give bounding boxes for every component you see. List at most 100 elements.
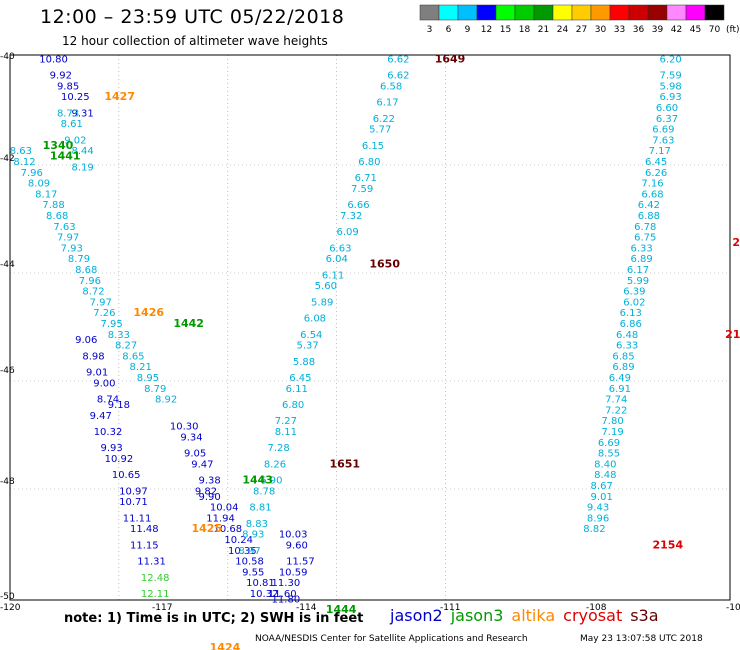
wave-height-value: 6.09 xyxy=(336,227,358,238)
wave-height-value: 7.88 xyxy=(42,200,64,211)
wave-height-value: 6.86 xyxy=(620,319,642,330)
lon-tick-label: -10 xyxy=(726,603,740,613)
wave-height-value: 7.59 xyxy=(660,71,682,82)
lat-tick-label: -46 xyxy=(0,366,15,376)
wave-height-value: 11.15 xyxy=(130,540,159,551)
wave-height-value: 6.54 xyxy=(300,330,322,341)
wave-height-value: 6.58 xyxy=(380,81,402,92)
wave-height-value: 5.89 xyxy=(311,297,333,308)
wave-height-value: 10.58 xyxy=(235,557,264,568)
wave-height-value: 6.60 xyxy=(656,103,678,114)
wave-height-value: 8.93 xyxy=(242,530,264,541)
wave-height-value: 6.80 xyxy=(358,157,380,168)
wave-height-value: 11.11 xyxy=(123,513,152,524)
wave-height-value: 11.48 xyxy=(130,524,159,535)
wave-height-value: 8.98 xyxy=(82,351,104,362)
map-subtitle: 12 hour collection of altimeter wave hei… xyxy=(62,34,328,48)
scale-swatch xyxy=(704,4,725,21)
wave-height-value: 7.22 xyxy=(605,405,627,416)
wave-height-value: 8.12 xyxy=(13,157,35,168)
wave-height-value: 8.40 xyxy=(594,459,616,470)
wave-height-value: 8.79 xyxy=(144,384,166,395)
wave-height-value: 7.74 xyxy=(605,395,627,406)
wave-height-value: 6.89 xyxy=(630,254,652,265)
wave-height-value: 9.06 xyxy=(75,335,97,346)
wave-height-value: 8.74 xyxy=(97,395,119,406)
wave-height-value: 9.31 xyxy=(71,108,93,119)
wave-height-value: 8.17 xyxy=(35,189,57,200)
wave-height-value: 6.45 xyxy=(645,157,667,168)
wave-height-value: 10.32 xyxy=(250,589,279,600)
legend-s3a: s3a xyxy=(630,606,659,625)
wave-height-value: 9.00 xyxy=(93,378,115,389)
wave-height-value: 6.69 xyxy=(598,438,620,449)
wave-height-value: 9.05 xyxy=(184,449,206,460)
wave-height-value: 10.30 xyxy=(170,422,199,433)
wave-height-value: 9.55 xyxy=(242,567,264,578)
legend-jason2: jason2 xyxy=(390,606,443,625)
footnote: note: 1) Time is in UTC; 2) SWH is in fe… xyxy=(64,611,364,626)
scale-label: 33 xyxy=(614,25,625,35)
wave-height-value: 7.19 xyxy=(601,427,623,438)
wave-height-value: 6.80 xyxy=(282,400,304,411)
wave-height-value: 8.95 xyxy=(137,373,159,384)
wave-height-value: 10.03 xyxy=(279,530,308,541)
wave-height-value: 7.95 xyxy=(101,319,123,330)
wave-height-value: 8.68 xyxy=(75,265,97,276)
wave-height-value: 9.47 xyxy=(191,459,213,470)
wave-height-value: 6.85 xyxy=(612,351,634,362)
wave-height-value: 6.39 xyxy=(623,287,645,298)
wave-height-value: 10.80 xyxy=(39,54,68,65)
pass-number-label: 1442 xyxy=(173,317,204,330)
wave-height-value: 9.47 xyxy=(90,411,112,422)
wave-height-value: 9.60 xyxy=(286,540,308,551)
wave-height-value: 5.88 xyxy=(293,357,315,368)
wave-height-value: 7.63 xyxy=(652,135,674,146)
wave-height-value: 6.33 xyxy=(630,243,652,254)
generated-timestamp: May 23 13:07:58 UTC 2018 xyxy=(580,634,703,644)
wave-height-value: 10.04 xyxy=(210,503,239,514)
wave-height-value: 11.57 xyxy=(286,557,315,568)
wave-height-value: 6.93 xyxy=(660,92,682,103)
wave-height-value: 11.94 xyxy=(206,513,235,524)
wave-height-value: 6.17 xyxy=(376,98,398,109)
wave-height-value: 9.85 xyxy=(57,81,79,92)
wave-height-value: 6.37 xyxy=(656,114,678,125)
wave-height-value: 6.78 xyxy=(634,222,656,233)
wave-height-value: 8.63 xyxy=(10,146,32,157)
wave-height-value: 6.62 xyxy=(387,54,409,65)
wave-height-value: 5.60 xyxy=(315,281,337,292)
wave-height-value: 7.28 xyxy=(267,443,289,454)
scale-label: 3 xyxy=(427,25,433,35)
wave-height-value: 12.11 xyxy=(141,589,170,600)
wave-height-value: 10.92 xyxy=(105,454,134,465)
wave-height-value: 6.04 xyxy=(326,254,348,265)
wave-height-value: 6.17 xyxy=(627,265,649,276)
wave-height-value: 10.25 xyxy=(61,92,90,103)
wave-height-value: 12.48 xyxy=(141,573,170,584)
pass-number-label: 1441 xyxy=(50,150,81,163)
lon-tick-label: -117 xyxy=(152,603,172,613)
wave-height-value: 6.91 xyxy=(609,384,631,395)
lon-tick-label: -120 xyxy=(0,603,21,613)
pass-number-label: 1649 xyxy=(435,52,466,65)
scale-label: 27 xyxy=(576,25,587,35)
wave-height-value: 8.19 xyxy=(71,162,93,173)
map-frame xyxy=(9,54,731,601)
wave-height-value: 6.48 xyxy=(616,330,638,341)
wave-height-value: 5.37 xyxy=(297,341,319,352)
wave-height-value: 6.13 xyxy=(620,308,642,319)
wave-height-value: 5.98 xyxy=(660,81,682,92)
scale-label: 30 xyxy=(595,25,607,35)
wave-height-value: 8.96 xyxy=(587,513,609,524)
wave-height-value: 6.66 xyxy=(347,200,369,211)
wave-height-value: 8.79 xyxy=(68,254,90,265)
scale-label: 21 xyxy=(538,25,549,35)
wave-height-value: 9.01 xyxy=(86,368,108,379)
wave-height-value: 9.34 xyxy=(180,432,202,443)
scale-label: 9 xyxy=(465,25,471,35)
wave-height-value: 8.78 xyxy=(253,486,275,497)
wave-height-value: 8.11 xyxy=(275,427,297,438)
wave-height-value: 7.80 xyxy=(601,416,623,427)
wave-height-value: 8.55 xyxy=(598,449,620,460)
